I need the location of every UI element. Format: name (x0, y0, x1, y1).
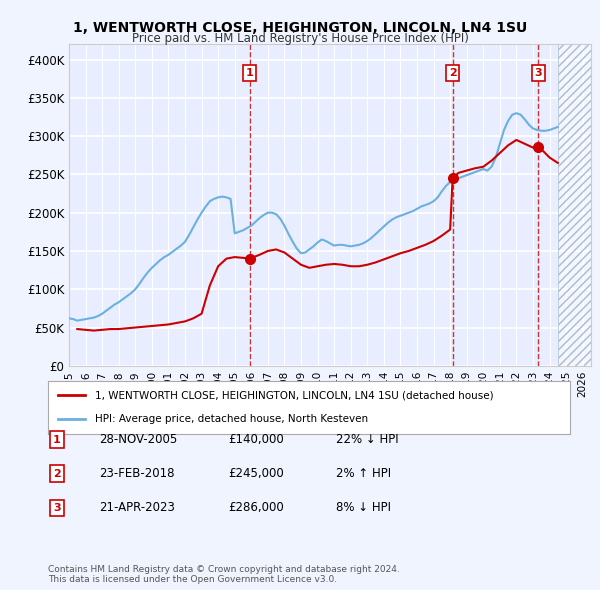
Text: 1: 1 (53, 435, 61, 444)
Text: £140,000: £140,000 (228, 433, 284, 446)
Text: 8% ↓ HPI: 8% ↓ HPI (336, 502, 391, 514)
Text: Contains HM Land Registry data © Crown copyright and database right 2024.
This d: Contains HM Land Registry data © Crown c… (48, 565, 400, 584)
Text: 1: 1 (246, 68, 254, 78)
Text: 1, WENTWORTH CLOSE, HEIGHINGTON, LINCOLN, LN4 1SU: 1, WENTWORTH CLOSE, HEIGHINGTON, LINCOLN… (73, 21, 527, 35)
Text: Price paid vs. HM Land Registry's House Price Index (HPI): Price paid vs. HM Land Registry's House … (131, 32, 469, 45)
Text: 2: 2 (53, 469, 61, 478)
Bar (558, 44, 591, 366)
Text: HPI: Average price, detached house, North Kesteven: HPI: Average price, detached house, Nort… (95, 414, 368, 424)
Text: 2% ↑ HPI: 2% ↑ HPI (336, 467, 391, 480)
Text: 28-NOV-2005: 28-NOV-2005 (99, 433, 177, 446)
Text: 22% ↓ HPI: 22% ↓ HPI (336, 433, 398, 446)
Text: 3: 3 (535, 68, 542, 78)
Text: 23-FEB-2018: 23-FEB-2018 (99, 467, 175, 480)
Text: 2: 2 (449, 68, 457, 78)
Text: 3: 3 (53, 503, 61, 513)
Text: 21-APR-2023: 21-APR-2023 (99, 502, 175, 514)
Text: £245,000: £245,000 (228, 467, 284, 480)
Text: £286,000: £286,000 (228, 502, 284, 514)
Text: 1, WENTWORTH CLOSE, HEIGHINGTON, LINCOLN, LN4 1SU (detached house): 1, WENTWORTH CLOSE, HEIGHINGTON, LINCOLN… (95, 391, 494, 401)
